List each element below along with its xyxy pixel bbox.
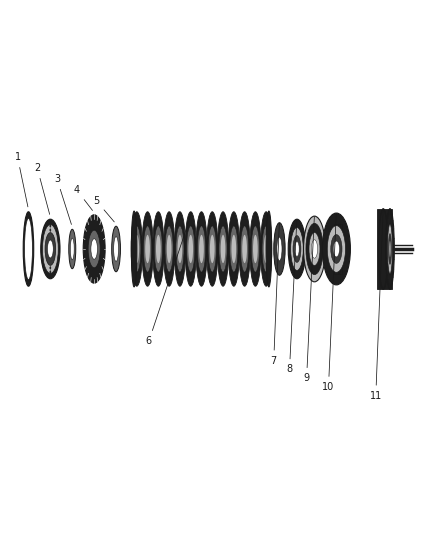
Text: 2: 2 [34,163,49,214]
Ellipse shape [188,235,193,263]
Ellipse shape [266,211,272,287]
Text: 8: 8 [286,220,297,374]
Ellipse shape [230,226,238,272]
Ellipse shape [154,226,162,272]
Ellipse shape [50,224,51,227]
Ellipse shape [112,226,120,272]
Ellipse shape [131,211,137,287]
Ellipse shape [144,226,152,272]
Ellipse shape [385,209,394,289]
Text: 10: 10 [322,214,336,392]
Ellipse shape [153,212,164,286]
Ellipse shape [134,235,139,263]
Ellipse shape [295,241,299,256]
Ellipse shape [71,238,74,260]
Ellipse shape [83,215,105,283]
Ellipse shape [50,271,51,273]
Ellipse shape [293,236,301,262]
Ellipse shape [177,235,182,263]
Ellipse shape [142,212,153,286]
Ellipse shape [174,212,186,286]
Ellipse shape [304,216,325,282]
Ellipse shape [23,212,34,286]
Ellipse shape [167,235,172,263]
Text: 11: 11 [370,209,383,401]
Ellipse shape [88,230,100,268]
Ellipse shape [239,212,250,286]
Ellipse shape [379,209,388,288]
Ellipse shape [187,226,195,272]
Ellipse shape [331,235,342,263]
Ellipse shape [250,212,261,286]
Ellipse shape [41,219,60,279]
Text: 1: 1 [14,152,28,207]
Text: 6: 6 [146,212,192,346]
Text: 3: 3 [54,174,71,224]
Ellipse shape [274,223,285,275]
Ellipse shape [208,226,216,272]
Ellipse shape [337,224,342,274]
Ellipse shape [240,226,249,272]
Ellipse shape [50,260,51,263]
Ellipse shape [388,224,392,274]
Ellipse shape [219,226,227,272]
Ellipse shape [288,219,306,279]
Ellipse shape [50,229,51,231]
Ellipse shape [131,212,142,286]
Ellipse shape [145,235,150,263]
Ellipse shape [210,235,215,263]
Ellipse shape [309,232,320,265]
Ellipse shape [133,226,141,272]
Ellipse shape [261,212,272,286]
Ellipse shape [228,212,240,286]
Ellipse shape [333,241,339,257]
Ellipse shape [176,226,184,272]
Bar [377,209,392,289]
Ellipse shape [91,239,97,259]
Ellipse shape [207,212,218,286]
Ellipse shape [199,235,204,263]
Ellipse shape [306,223,323,274]
Ellipse shape [163,212,175,286]
Ellipse shape [196,212,207,286]
Ellipse shape [25,219,32,280]
Ellipse shape [50,252,51,255]
Ellipse shape [253,235,258,263]
Ellipse shape [327,225,346,272]
Ellipse shape [50,266,51,269]
Ellipse shape [114,237,118,262]
Ellipse shape [50,244,51,246]
Ellipse shape [198,226,205,272]
Ellipse shape [264,235,268,263]
Ellipse shape [185,212,196,286]
Text: 4: 4 [74,185,92,211]
Ellipse shape [69,229,76,269]
Ellipse shape [242,235,247,263]
Text: 5: 5 [93,196,114,222]
Ellipse shape [322,213,350,285]
Text: 7: 7 [271,223,279,366]
Ellipse shape [389,233,392,264]
Ellipse shape [165,226,173,272]
Ellipse shape [47,240,53,258]
Ellipse shape [217,212,229,286]
Ellipse shape [389,241,391,257]
Ellipse shape [231,235,236,263]
Ellipse shape [251,226,259,272]
Ellipse shape [156,235,161,263]
Ellipse shape [50,235,51,238]
Bar [334,224,342,274]
Ellipse shape [45,232,56,265]
Ellipse shape [42,224,58,273]
Ellipse shape [277,237,282,261]
Ellipse shape [221,235,226,263]
Ellipse shape [378,209,388,289]
Ellipse shape [291,228,303,270]
Ellipse shape [262,226,270,272]
Ellipse shape [311,240,318,258]
Text: 9: 9 [304,217,314,383]
